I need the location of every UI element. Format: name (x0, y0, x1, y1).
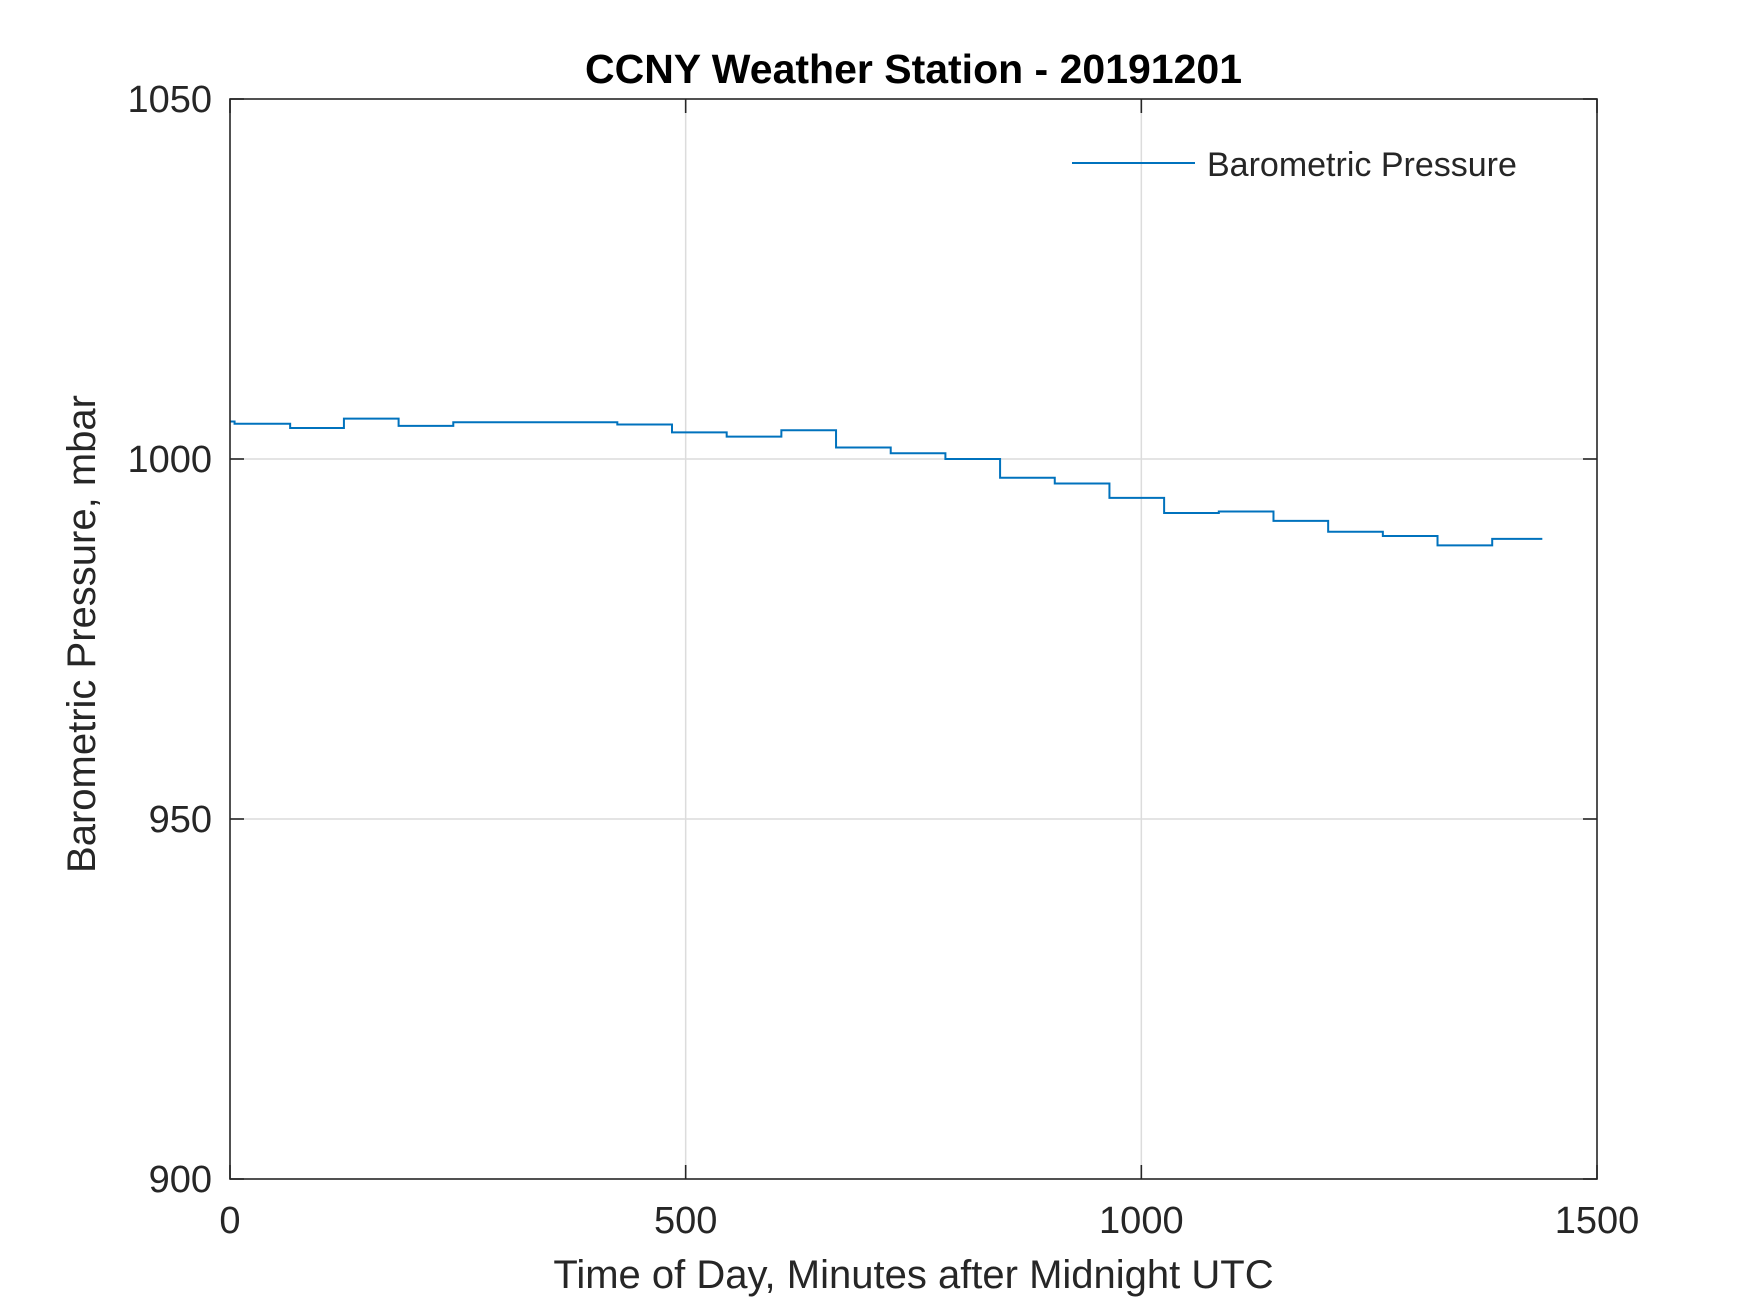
ticks (229, 98, 1598, 1180)
y-tick-label: 1050 (127, 79, 212, 121)
x-tick-label: 0 (219, 1200, 240, 1242)
series-line-barometric-pressure (230, 417, 1543, 547)
chart-title: CCNY Weather Station - 20191201 (585, 46, 1242, 92)
plot-area (230, 99, 1597, 1179)
axes-box (229, 98, 1598, 1180)
x-axis-label: Time of Day, Minutes after Midnight UTC (553, 1253, 1273, 1297)
y-tick-label: 900 (149, 1159, 212, 1201)
grid (230, 99, 1597, 1179)
legend: Barometric Pressure (1072, 146, 1517, 184)
series-layer (230, 417, 1543, 547)
y-tick-label: 950 (149, 799, 212, 841)
y-tick-label: 1000 (127, 439, 212, 481)
legend-label-barometric-pressure: Barometric Pressure (1207, 146, 1517, 184)
x-tick-label: 1500 (1555, 1200, 1640, 1242)
y-axis-label: Barometric Pressure, mbar (60, 395, 104, 873)
x-tick-label: 500 (654, 1200, 717, 1242)
tick-labels: 0 500 1000 1500 900 950 1000 1050 (127, 79, 1639, 1242)
x-tick-label: 1000 (1099, 1200, 1184, 1242)
